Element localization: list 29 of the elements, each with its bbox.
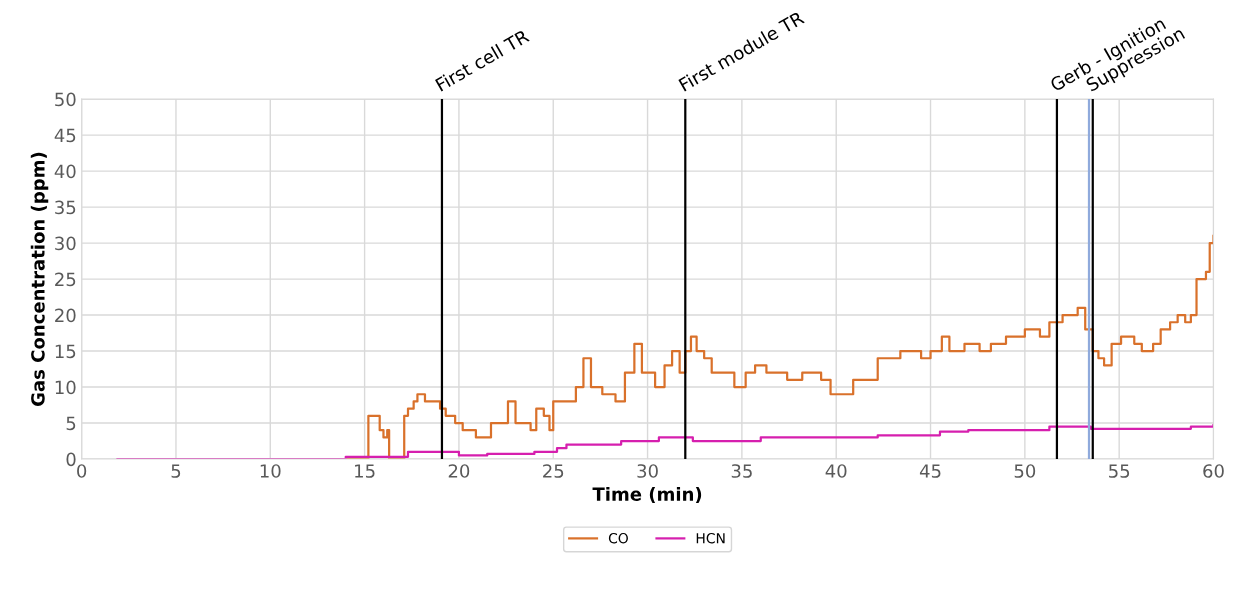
ref-line-label: First cell TR (434, 28, 530, 92)
x-tick-label: 5 (171, 464, 181, 478)
x-tick-label: 0 (77, 464, 87, 478)
y-tick-label: 0 (66, 452, 76, 467)
x-tick-label: 25 (543, 464, 564, 478)
x-tick-label: 20 (448, 464, 470, 478)
y-tick-label: 10 (55, 380, 76, 395)
y-tick-label: 50 (55, 92, 76, 107)
y-tick-label: 5 (66, 416, 76, 431)
x-tick-label: 40 (825, 464, 847, 478)
y-tick-label: 35 (55, 200, 76, 215)
x-axis-title: Time (min) (592, 486, 702, 504)
x-tick-label: 35 (731, 464, 752, 478)
x-tick-label: 60 (1203, 464, 1224, 478)
legend-label: CO (608, 532, 628, 544)
y-tick-label: 30 (55, 236, 76, 251)
y-tick-label: 15 (55, 344, 76, 359)
legend-label: HCN (696, 532, 725, 544)
x-tick-label: 55 (1109, 464, 1130, 478)
y-tick-label: 40 (54, 164, 76, 179)
x-tick-label: 30 (637, 464, 658, 478)
y-tick-label: 20 (55, 308, 76, 323)
y-tick-label: 25 (55, 272, 76, 287)
x-tick-label: 10 (260, 464, 281, 478)
x-tick-label: 45 (919, 464, 941, 478)
x-tick-label: 50 (1014, 464, 1036, 478)
x-tick-label: 15 (355, 464, 375, 478)
y-tick-label: 45 (54, 128, 76, 143)
y-axis-title: Gas Concentration (ppm) (30, 152, 49, 406)
